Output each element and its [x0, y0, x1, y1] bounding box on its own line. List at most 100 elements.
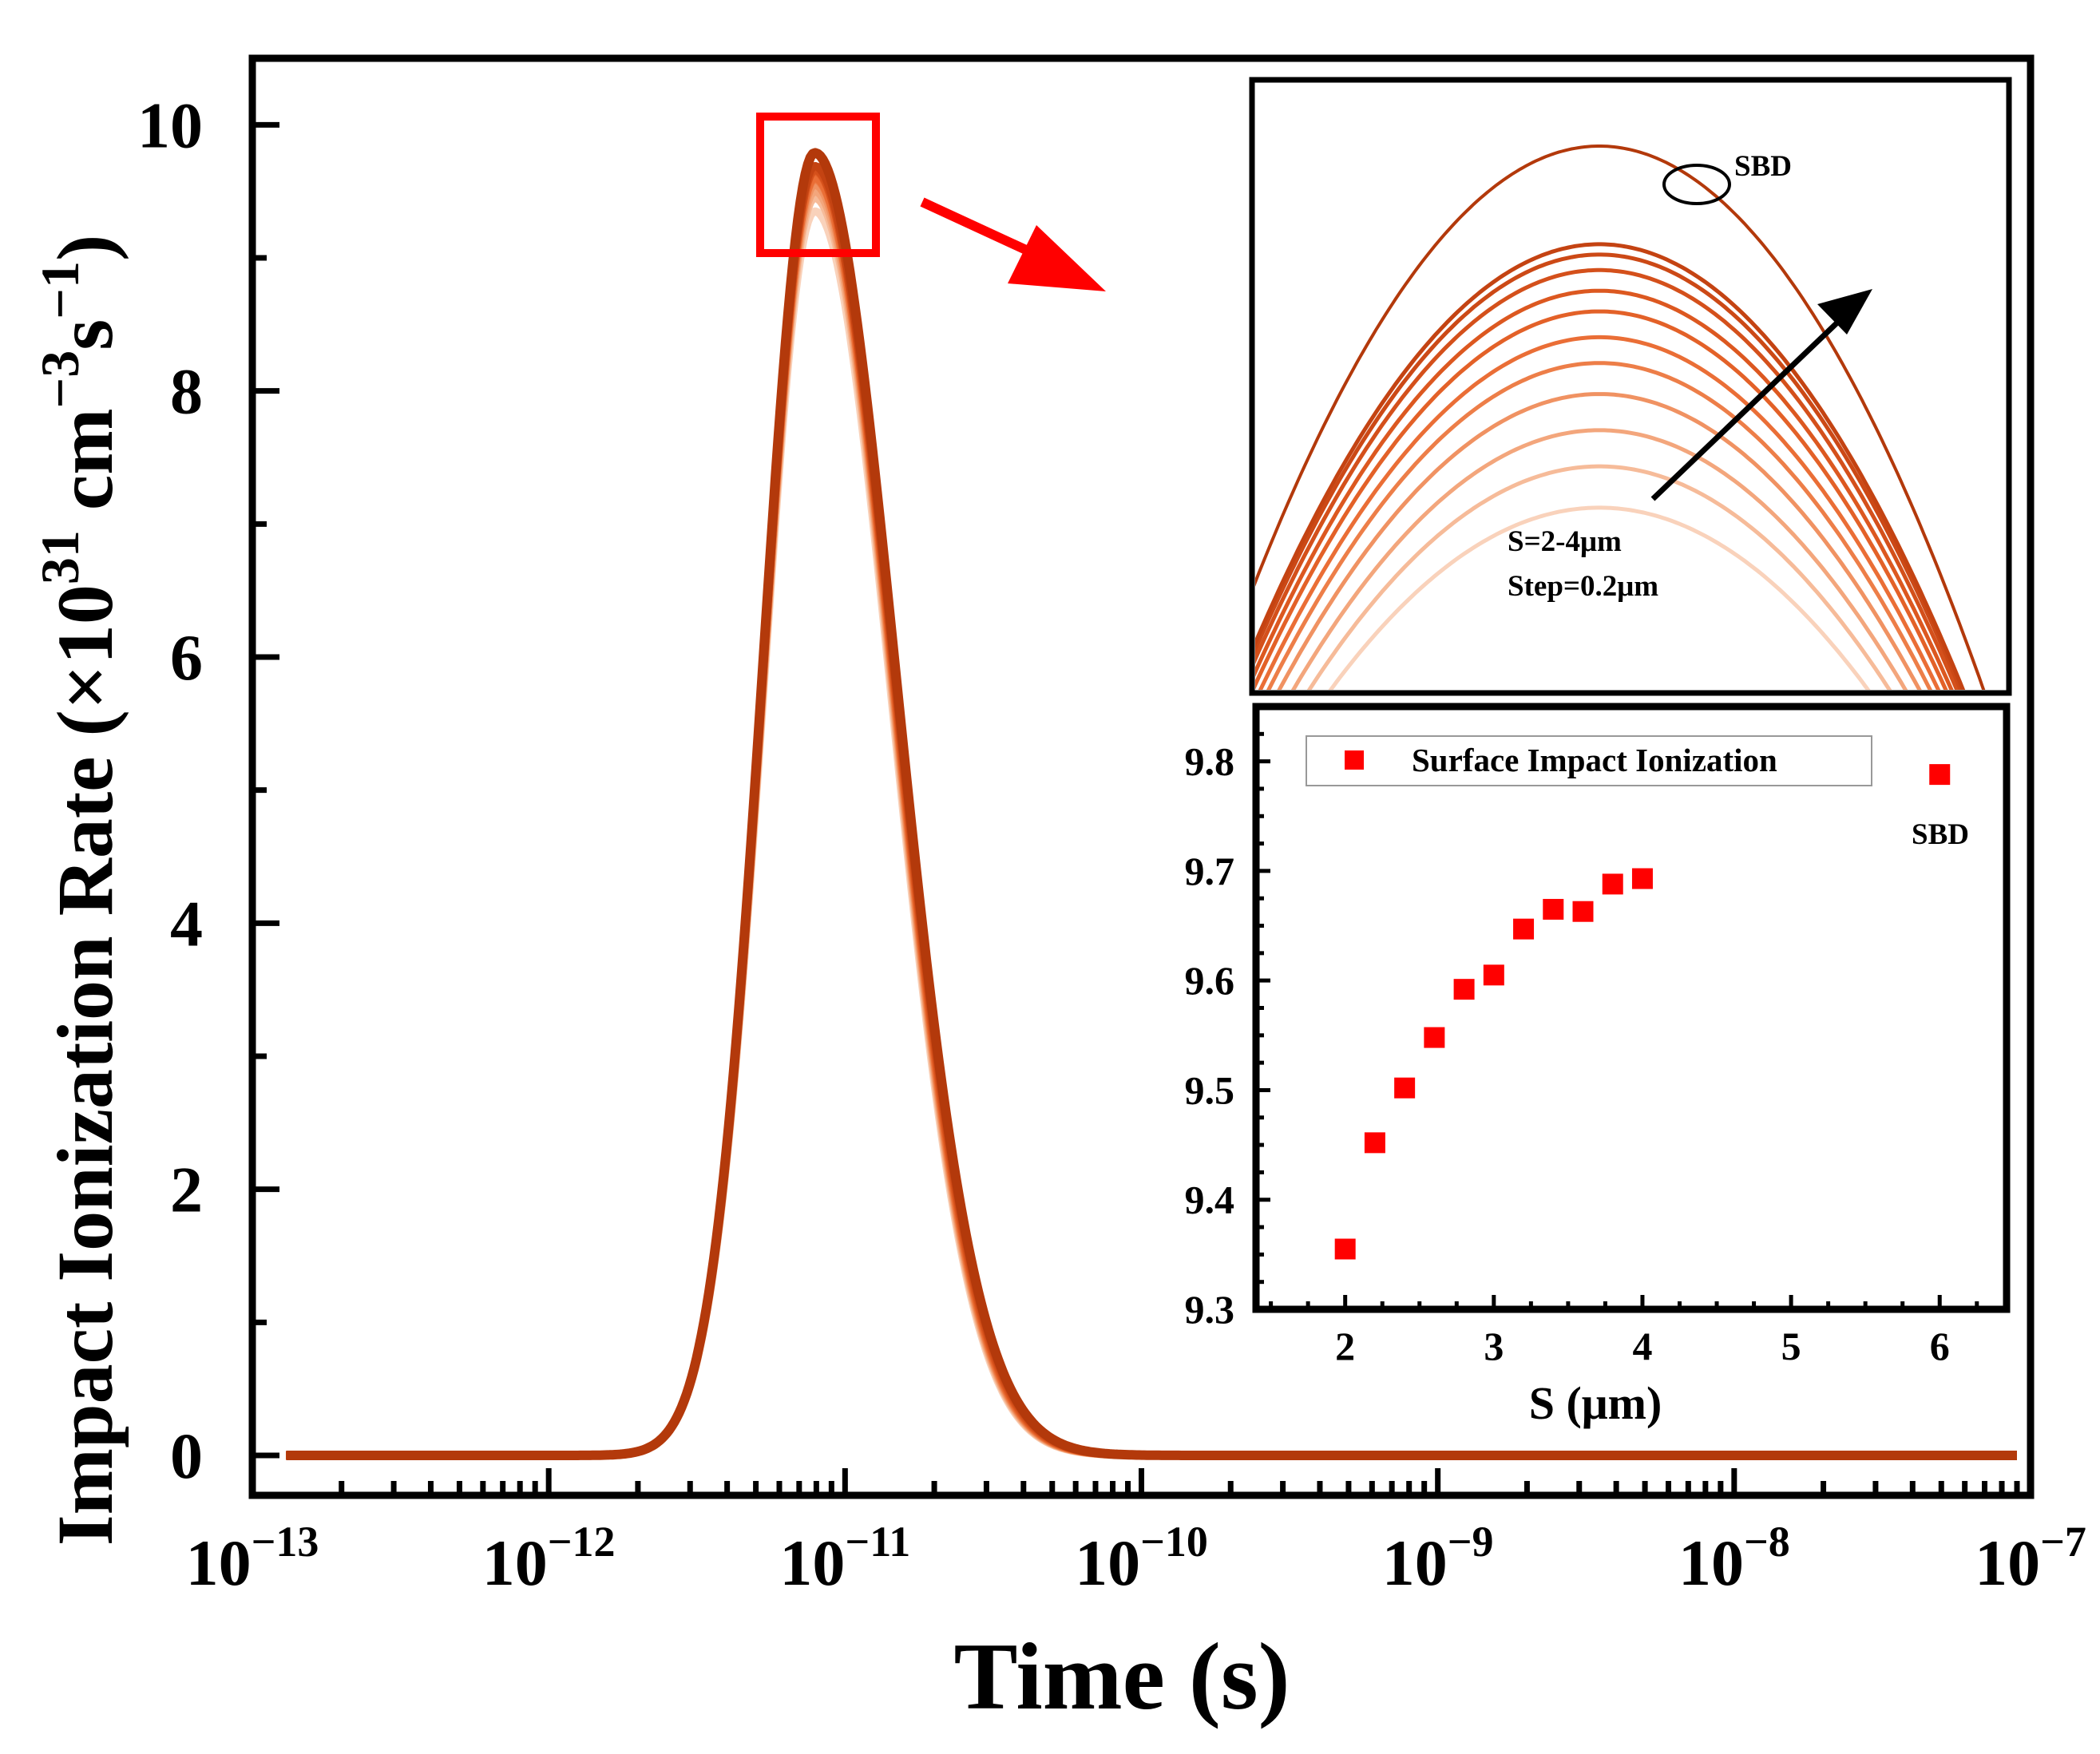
- zoom-inset-frame: [1249, 77, 2012, 696]
- x-tick-label-exp: −9: [1448, 1518, 1494, 1566]
- scatter-x-tick-label: 5: [1781, 1324, 1801, 1368]
- scatter-y-tick-label: 9.8: [1185, 739, 1235, 784]
- x-tick-label-base: 10: [482, 1526, 548, 1599]
- scatter-inset-background: [1256, 707, 2007, 1309]
- scatter-x-tick-label: 2: [1335, 1324, 1355, 1368]
- scatter-x-tick-label: 4: [1632, 1324, 1652, 1368]
- scatter-point: [1394, 1077, 1416, 1099]
- scatter-point: [1513, 918, 1535, 940]
- zoom-series-line: [1266, 361, 1933, 690]
- y-tick-labels: 0 2 4 6 8 10: [137, 89, 203, 1492]
- zoom-arrow-shaft: [920, 197, 1040, 260]
- scatter-y-tick-label: 9.5: [1185, 1067, 1235, 1112]
- scatter-point: [1424, 1027, 1445, 1048]
- x-tick-label: 10−9: [1382, 1518, 1494, 1599]
- x-tick-label: 10−7: [1975, 1518, 2086, 1599]
- x-tick-label-exp: −12: [548, 1518, 616, 1566]
- zoom-series-line: [1255, 288, 1954, 690]
- scatter-x-tick-labels: 2 3 4 5 6: [1335, 1324, 1950, 1368]
- y-axis-title-exp3: −1: [30, 261, 90, 319]
- x-tick-label-exp: −10: [1140, 1518, 1208, 1566]
- scatter-point: [1364, 1132, 1385, 1154]
- zoom-series-line: [1290, 428, 1908, 690]
- range-label: S=2-4μm: [1508, 525, 1622, 558]
- scatter-legend: Surface Impact Ionization: [1306, 735, 1872, 786]
- x-tick-label: 10−13: [186, 1518, 319, 1599]
- scatter-point: [1631, 868, 1653, 889]
- legend-label: Surface Impact Ionization: [1412, 742, 1777, 778]
- scatter-point: [1543, 898, 1564, 920]
- zoom-series-line: [1255, 267, 1959, 690]
- y-axis-title-exp1: 31: [30, 530, 90, 584]
- y-axis-title-main: Impact Ionization Rate (×10: [41, 584, 129, 1546]
- zoom-series-line: [1306, 464, 1892, 690]
- x-tick-label-exp: −11: [845, 1518, 910, 1566]
- legend-box: [1306, 735, 1872, 786]
- zoom-series-line: [1258, 335, 1941, 690]
- zoom-inset-curves: [1255, 145, 1986, 690]
- scatter-x-tick-label: 6: [1930, 1324, 1950, 1368]
- scatter-sbd-label: SBD: [1912, 818, 1969, 851]
- x-tick-labels: 10−13 10−12 10−11 10−10 10−9 10−8 10−7: [186, 1518, 2086, 1599]
- scatter-y-tick-label: 9.6: [1185, 958, 1235, 1003]
- zoom-series-line: [1255, 145, 1986, 690]
- zoom-inset-background: [1252, 80, 2009, 693]
- main-curves: [283, 148, 2019, 1460]
- step-label: Step=0.2μm: [1508, 570, 1658, 603]
- zoom-series-line: [1255, 252, 1963, 690]
- y-tick-label: 8: [170, 355, 203, 428]
- x-tick-label-base: 10: [1075, 1526, 1140, 1599]
- x-tick-label: 10−12: [482, 1518, 616, 1599]
- y-axis-title: Impact Ionization Rate (×1031 cm−3s−1): [30, 235, 129, 1546]
- trend-arrow-head: [1817, 289, 1872, 335]
- scatter-y-tick-label: 9.3: [1185, 1287, 1235, 1332]
- zoom-series-line: [1255, 242, 1966, 690]
- x-tick-label-exp: −7: [2040, 1518, 2086, 1566]
- main-series-line: [283, 148, 2019, 1460]
- y-tick-label: 2: [170, 1154, 203, 1226]
- zoom-sbd-label: SBD: [1734, 150, 1792, 183]
- zoom-box: [756, 113, 880, 257]
- x-tick-label: 10−10: [1075, 1518, 1208, 1599]
- x-tick-label-base: 10: [1382, 1526, 1448, 1599]
- x-tick-label: 10−8: [1678, 1518, 1790, 1599]
- x-tick-label-base: 10: [186, 1526, 252, 1599]
- scatter-point: [1453, 979, 1475, 1000]
- zoom-series-line: [1277, 392, 1922, 690]
- x-tick-label-exp: −8: [1744, 1518, 1790, 1566]
- trend-arrow-shaft: [1650, 321, 1839, 501]
- zoom-series-line: [1328, 505, 1871, 690]
- x-axis-title: Time (s): [953, 1623, 1290, 1729]
- y-tick-label: 0: [170, 1419, 203, 1492]
- scatter-point: [1602, 873, 1623, 895]
- x-tick-label-base: 10: [779, 1526, 845, 1599]
- y-axis-title-exp2: −3: [30, 350, 90, 409]
- x-tick-label-exp: −13: [252, 1518, 319, 1566]
- scatter-y-tick-labels: 9.3 9.4 9.5 9.6 9.7 9.8: [1185, 739, 1235, 1332]
- scatter-point: [1483, 964, 1504, 986]
- y-axis-title-close: ): [41, 235, 129, 261]
- scatter-x-axis-title: S (μm): [1529, 1377, 1662, 1429]
- y-tick-label: 6: [170, 621, 203, 694]
- scatter-y-tick-label: 9.4: [1185, 1178, 1235, 1222]
- scatter-point: [1929, 764, 1951, 786]
- scatter-inset-frame: [1252, 703, 2011, 1313]
- x-tick-label: 10−11: [779, 1518, 910, 1599]
- legend-marker: [1345, 750, 1364, 770]
- scatter-point: [1572, 901, 1594, 922]
- y-tick-label: 10: [137, 89, 203, 161]
- y-axis-title-s: s: [41, 319, 129, 350]
- zoom-series-line: [1255, 309, 1948, 690]
- scatter-y-tick-label: 9.7: [1185, 849, 1235, 893]
- y-tick-label: 4: [170, 887, 203, 960]
- zoom-arrow-head: [1008, 225, 1106, 291]
- scatter-x-tick-label: 3: [1484, 1324, 1504, 1368]
- scatter-point: [1334, 1238, 1356, 1260]
- scatter-points: [1334, 764, 1951, 1260]
- sbd-marker-ellipse: [1662, 164, 1731, 205]
- y-axis-title-mid: cm: [41, 408, 129, 530]
- main-plot-frame: [248, 54, 2035, 1499]
- x-tick-label-base: 10: [1975, 1526, 2040, 1599]
- x-tick-label-base: 10: [1678, 1526, 1744, 1599]
